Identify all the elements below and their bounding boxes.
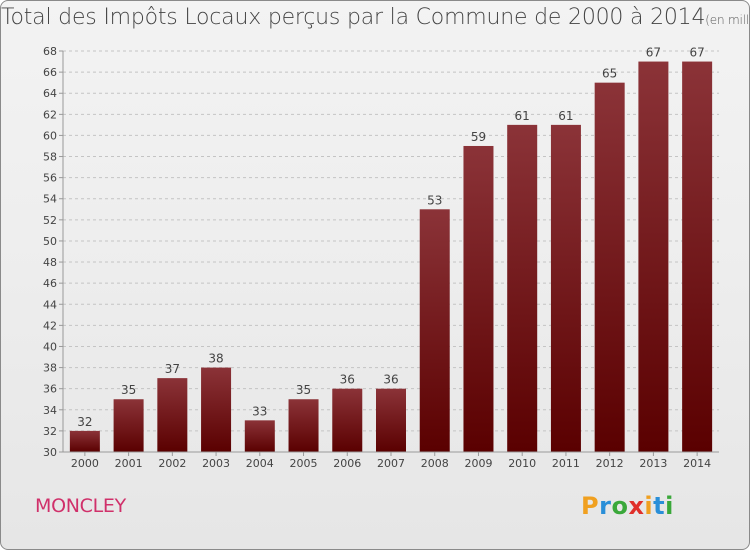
y-tick-label: 50 [43,235,57,248]
data-label: 33 [252,404,267,418]
logo-letter: P [581,492,600,520]
chart-title-text: Total des Impôts Locaux perçus par la Co… [1,5,706,30]
data-label: 38 [208,352,223,366]
y-tick-label: 36 [43,383,57,396]
x-tick-label: 2005 [290,457,318,470]
y-tick-label: 34 [43,404,57,417]
bar-2012 [594,82,625,452]
x-tick-label: 2004 [246,457,274,470]
x-tick-label: 2000 [71,457,99,470]
y-tick-label: 54 [43,193,57,206]
logo-letter: i [644,492,654,520]
x-tick-label: 2001 [115,457,143,470]
chart-title: Total des Impôts Locaux perçus par la Co… [1,5,749,30]
x-tick-label: 2011 [552,457,580,470]
commune-name: MONCLEY [35,495,126,517]
data-label: 61 [515,109,530,123]
bar-2010 [507,124,538,453]
y-tick-label: 30 [43,446,57,459]
bar-2001 [113,399,144,452]
proxiti-logo: Proxiti [581,492,674,520]
data-label: 37 [165,362,180,376]
y-tick-label: 52 [43,214,57,227]
bar-2009 [463,145,494,452]
data-label: 35 [121,383,136,397]
data-label: 65 [602,67,617,81]
y-tick-label: 68 [43,45,57,58]
x-tick-label: 2006 [333,457,361,470]
data-label: 61 [558,109,573,123]
bar-2002 [157,378,188,452]
x-tick-label: 2009 [464,457,492,470]
logo-letter: r [599,492,612,520]
data-label: 59 [471,130,486,144]
bar-2000 [69,430,100,452]
y-tick-label: 56 [43,172,57,185]
data-label: 36 [383,373,398,387]
bar-2006 [332,388,363,452]
data-label: 35 [296,383,311,397]
data-label: 36 [340,373,355,387]
y-tick-label: 32 [43,425,57,438]
logo-letter: i [665,492,674,520]
bar-2007 [376,388,406,452]
y-tick-label: 42 [43,319,57,332]
x-tick-label: 2014 [683,457,711,470]
x-tick-label: 2002 [158,457,186,470]
bar-2008 [419,209,450,452]
y-tick-label: 48 [43,256,57,269]
bar-2011 [550,124,581,453]
bar-2014 [682,61,713,452]
y-tick-label: 44 [43,298,57,311]
data-label: 53 [427,193,442,207]
x-tick-label: 2007 [377,457,405,470]
y-tick-label: 62 [43,108,57,121]
y-tick-label: 64 [43,87,57,100]
data-label: 32 [77,415,92,429]
chart-unit: (en milliers d'€) [705,13,749,27]
logo-letter: t [653,492,666,520]
bar-2003 [201,367,232,452]
y-tick-label: 46 [43,277,57,290]
x-tick-label: 2013 [639,457,667,470]
bar-2013 [638,61,669,452]
data-label: 67 [689,46,704,60]
y-tick-label: 40 [43,340,57,353]
y-tick-label: 66 [43,66,57,79]
x-tick-label: 2010 [508,457,536,470]
logo-letter: o [611,492,629,520]
y-tick-label: 60 [43,129,57,142]
bar-2005 [288,399,319,452]
logo-letter: x [628,492,645,520]
y-tick-label: 58 [43,151,57,164]
bar-2004 [244,420,275,452]
y-tick-label: 38 [43,362,57,375]
x-tick-label: 2008 [421,457,449,470]
x-tick-label: 2012 [596,457,624,470]
x-tick-label: 2003 [202,457,230,470]
data-label: 67 [646,46,661,60]
